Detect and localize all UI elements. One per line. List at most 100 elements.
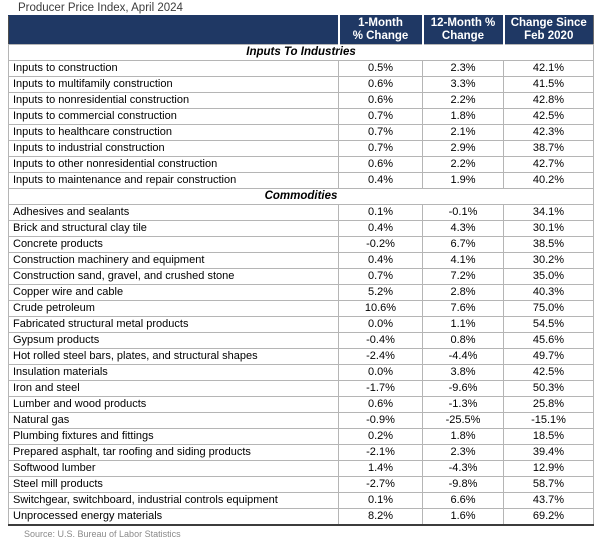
- header-line: Change Since: [510, 17, 587, 29]
- value-12-month: 3.3%: [422, 76, 504, 93]
- header-col-12-month: 12-Month % Change: [421, 15, 504, 45]
- value-change-since-feb-2020: 42.5%: [503, 364, 594, 381]
- table-row: Crude petroleum 10.6% 7.6% 75.0%: [8, 300, 594, 317]
- value-12-month: 2.8%: [422, 284, 504, 301]
- table-row: Brick and structural clay tile 0.4% 4.3% 30…: [8, 220, 594, 237]
- value-1-month: -1.7%: [338, 380, 423, 397]
- section-label: Inputs To Industries: [8, 44, 594, 61]
- table-row: Hot rolled steel bars, plates, and struc…: [8, 348, 594, 365]
- value-12-month: 1.8%: [422, 108, 504, 125]
- value-12-month: 2.1%: [422, 124, 504, 141]
- value-1-month: 0.6%: [338, 396, 423, 413]
- value-12-month: -4.4%: [422, 348, 504, 365]
- value-12-month: 6.6%: [422, 492, 504, 509]
- value-change-since-feb-2020: 39.4%: [503, 444, 594, 461]
- row-label: Copper wire and cable: [8, 284, 339, 301]
- value-1-month: 0.6%: [338, 76, 423, 93]
- value-change-since-feb-2020: 43.7%: [503, 492, 594, 509]
- header-line: Feb 2020: [524, 30, 574, 42]
- value-12-month: 3.8%: [422, 364, 504, 381]
- ppi-table: 1-Month % Change 12-Month % Change Chang…: [8, 15, 594, 526]
- value-1-month: -0.2%: [338, 236, 423, 253]
- value-1-month: 0.2%: [338, 428, 423, 445]
- value-12-month: 1.8%: [422, 428, 504, 445]
- value-12-month: 2.2%: [422, 156, 504, 173]
- table-row: Natural gas -0.9% -25.5% -15.1%: [8, 412, 594, 429]
- header-line: Change: [441, 30, 485, 42]
- section-header-row: Commodities: [8, 188, 594, 205]
- value-1-month: -2.4%: [338, 348, 423, 365]
- value-12-month: 1.6%: [422, 508, 504, 526]
- row-label: Construction machinery and equipment: [8, 252, 339, 269]
- row-label: Inputs to nonresidential construction: [8, 92, 339, 109]
- value-change-since-feb-2020: 18.5%: [503, 428, 594, 445]
- value-change-since-feb-2020: 41.5%: [503, 76, 594, 93]
- value-change-since-feb-2020: 45.6%: [503, 332, 594, 349]
- value-12-month: 6.7%: [422, 236, 504, 253]
- row-label: Concrete products: [8, 236, 339, 253]
- source-note: Source: U.S. Bureau of Labor Statistics: [24, 529, 181, 539]
- row-label: Inputs to maintenance and repair constru…: [8, 172, 339, 189]
- row-label: Inputs to healthcare construction: [8, 124, 339, 141]
- table-row: Lumber and wood products 0.6% -1.3% 25.8%: [8, 396, 594, 413]
- row-label: Inputs to industrial construction: [8, 140, 339, 157]
- row-label: Switchgear, switchboard, industrial cont…: [8, 492, 339, 509]
- value-12-month: 7.6%: [422, 300, 504, 317]
- table-body: Inputs To Industries Inputs to constructi…: [8, 44, 594, 526]
- table-row: Inputs to other nonresidential construct…: [8, 156, 594, 173]
- value-change-since-feb-2020: 35.0%: [503, 268, 594, 285]
- value-change-since-feb-2020: 25.8%: [503, 396, 594, 413]
- value-1-month: 0.1%: [338, 492, 423, 509]
- row-label: Prepared asphalt, tar roofing and siding…: [8, 444, 339, 461]
- row-label: Adhesives and sealants: [8, 204, 339, 221]
- row-label: Insulation materials: [8, 364, 339, 381]
- header-col-1-month: 1-Month % Change: [337, 15, 423, 45]
- value-1-month: 5.2%: [338, 284, 423, 301]
- table-row: Insulation materials 0.0% 3.8% 42.5%: [8, 364, 594, 381]
- row-label: Inputs to multifamily construction: [8, 76, 339, 93]
- row-label: Inputs to construction: [8, 60, 339, 77]
- row-label: Gypsum products: [8, 332, 339, 349]
- value-change-since-feb-2020: 54.5%: [503, 316, 594, 333]
- value-change-since-feb-2020: 42.1%: [503, 60, 594, 77]
- table-row: Inputs to multifamily construction 0.6% 3.…: [8, 76, 594, 93]
- value-change-since-feb-2020: 12.9%: [503, 460, 594, 477]
- header-line: 1-Month: [358, 17, 403, 29]
- value-change-since-feb-2020: -15.1%: [503, 412, 594, 429]
- value-change-since-feb-2020: 34.1%: [503, 204, 594, 221]
- header-col-change-since-feb-2020: Change Since Feb 2020: [502, 15, 594, 45]
- value-12-month: -9.6%: [422, 380, 504, 397]
- table-row: Gypsum products -0.4% 0.8% 45.6%: [8, 332, 594, 349]
- value-12-month: 2.3%: [422, 60, 504, 77]
- value-1-month: 8.2%: [338, 508, 423, 526]
- row-label: Steel mill products: [8, 476, 339, 493]
- section-header-row: Inputs To Industries: [8, 44, 594, 61]
- header-line: 12-Month %: [430, 17, 496, 29]
- value-change-since-feb-2020: 40.2%: [503, 172, 594, 189]
- table-row: Prepared asphalt, tar roofing and siding…: [8, 444, 594, 461]
- row-label: Iron and steel: [8, 380, 339, 397]
- value-1-month: 10.6%: [338, 300, 423, 317]
- value-change-since-feb-2020: 38.7%: [503, 140, 594, 157]
- value-12-month: 1.1%: [422, 316, 504, 333]
- value-change-since-feb-2020: 42.5%: [503, 108, 594, 125]
- table-row: Inputs to maintenance and repair constru…: [8, 172, 594, 189]
- table-row: Inputs to healthcare construction 0.7% 2.1…: [8, 124, 594, 141]
- value-12-month: -25.5%: [422, 412, 504, 429]
- table-row: Concrete products -0.2% 6.7% 38.5%: [8, 236, 594, 253]
- value-1-month: -2.7%: [338, 476, 423, 493]
- header-row: 1-Month % Change 12-Month % Change Chang…: [8, 15, 594, 45]
- value-1-month: 0.1%: [338, 204, 423, 221]
- table-row: Construction machinery and equipment 0.4%…: [8, 252, 594, 269]
- value-1-month: 0.4%: [338, 220, 423, 237]
- row-label: Inputs to other nonresidential construct…: [8, 156, 339, 173]
- value-1-month: 1.4%: [338, 460, 423, 477]
- row-label: Lumber and wood products: [8, 396, 339, 413]
- table-row: Adhesives and sealants 0.1% -0.1% 34.1%: [8, 204, 594, 221]
- value-1-month: 0.7%: [338, 140, 423, 157]
- value-12-month: 2.2%: [422, 92, 504, 109]
- value-12-month: 0.8%: [422, 332, 504, 349]
- value-1-month: 0.7%: [338, 108, 423, 125]
- value-12-month: 4.1%: [422, 252, 504, 269]
